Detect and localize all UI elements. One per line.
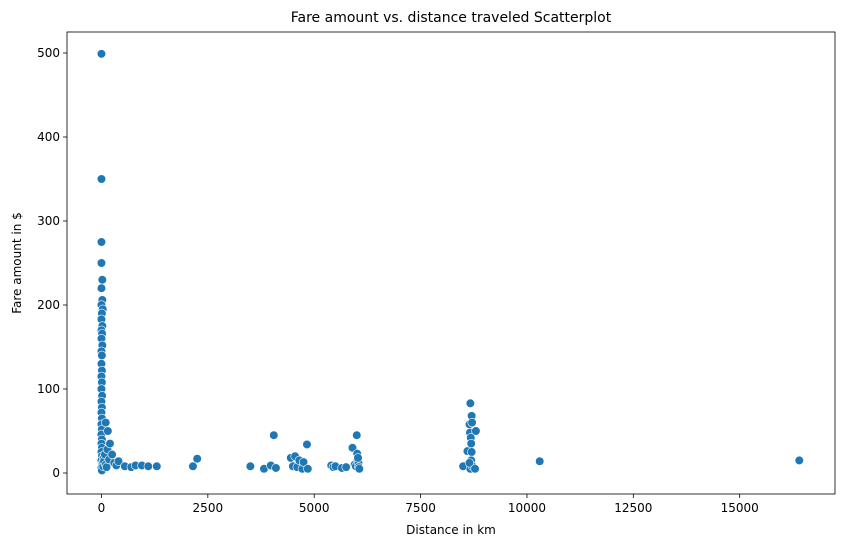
data-point <box>97 350 107 361</box>
data-point <box>152 461 162 471</box>
data-point <box>303 464 313 474</box>
x-tick-label: 0 <box>98 501 106 515</box>
data-point <box>96 237 107 247</box>
data-point <box>470 464 480 474</box>
y-tick-label: 500 <box>37 46 60 60</box>
data-point <box>466 439 476 449</box>
data-point <box>354 464 364 474</box>
data-point <box>143 461 153 471</box>
data-point <box>302 439 312 450</box>
plot-frame <box>66 31 836 495</box>
data-point <box>107 449 117 460</box>
x-tick-label: 2500 <box>193 501 224 515</box>
data-point <box>97 275 107 285</box>
data-point <box>103 426 113 436</box>
data-point <box>96 174 107 184</box>
data-point <box>471 426 481 436</box>
plot-area <box>67 32 835 494</box>
data-point <box>467 418 477 428</box>
data-points <box>96 49 804 476</box>
data-point <box>105 439 115 449</box>
data-point <box>96 49 107 59</box>
data-point <box>188 461 198 471</box>
data-point <box>101 418 111 428</box>
y-tick-label: 100 <box>37 382 60 396</box>
data-point <box>245 461 255 471</box>
data-point <box>96 283 107 293</box>
x-tick-label: 15000 <box>721 501 759 515</box>
data-point <box>353 453 363 463</box>
y-axis-label: Fare amount in $ <box>10 212 24 314</box>
y-tick-label: 200 <box>37 298 60 312</box>
x-tick-label: 10000 <box>508 501 546 515</box>
chart-title: Fare amount vs. distance traveled Scatte… <box>291 10 612 26</box>
x-tick-label: 7500 <box>405 501 436 515</box>
x-tick-label: 12500 <box>614 501 652 515</box>
data-point <box>341 462 351 472</box>
data-point <box>352 430 362 440</box>
x-axis-ticks: 0 2500 5000 7500 10000 12500 15000 <box>98 494 759 515</box>
data-point <box>465 398 475 408</box>
data-point <box>96 258 107 268</box>
data-point <box>298 457 309 467</box>
data-point <box>113 456 124 466</box>
data-point <box>192 454 202 464</box>
y-tick-label: 0 <box>52 466 60 480</box>
y-axis-ticks: 0 100 200 300 400 500 <box>37 46 67 480</box>
data-point <box>269 430 279 440</box>
data-point <box>271 463 281 473</box>
x-tick-label: 5000 <box>299 501 330 515</box>
y-tick-label: 300 <box>37 214 60 228</box>
data-point <box>535 456 545 466</box>
data-point <box>467 447 477 457</box>
data-point <box>464 458 475 468</box>
data-point <box>794 455 804 466</box>
x-axis-label: Distance in km <box>406 523 496 537</box>
y-tick-label: 400 <box>37 130 60 144</box>
